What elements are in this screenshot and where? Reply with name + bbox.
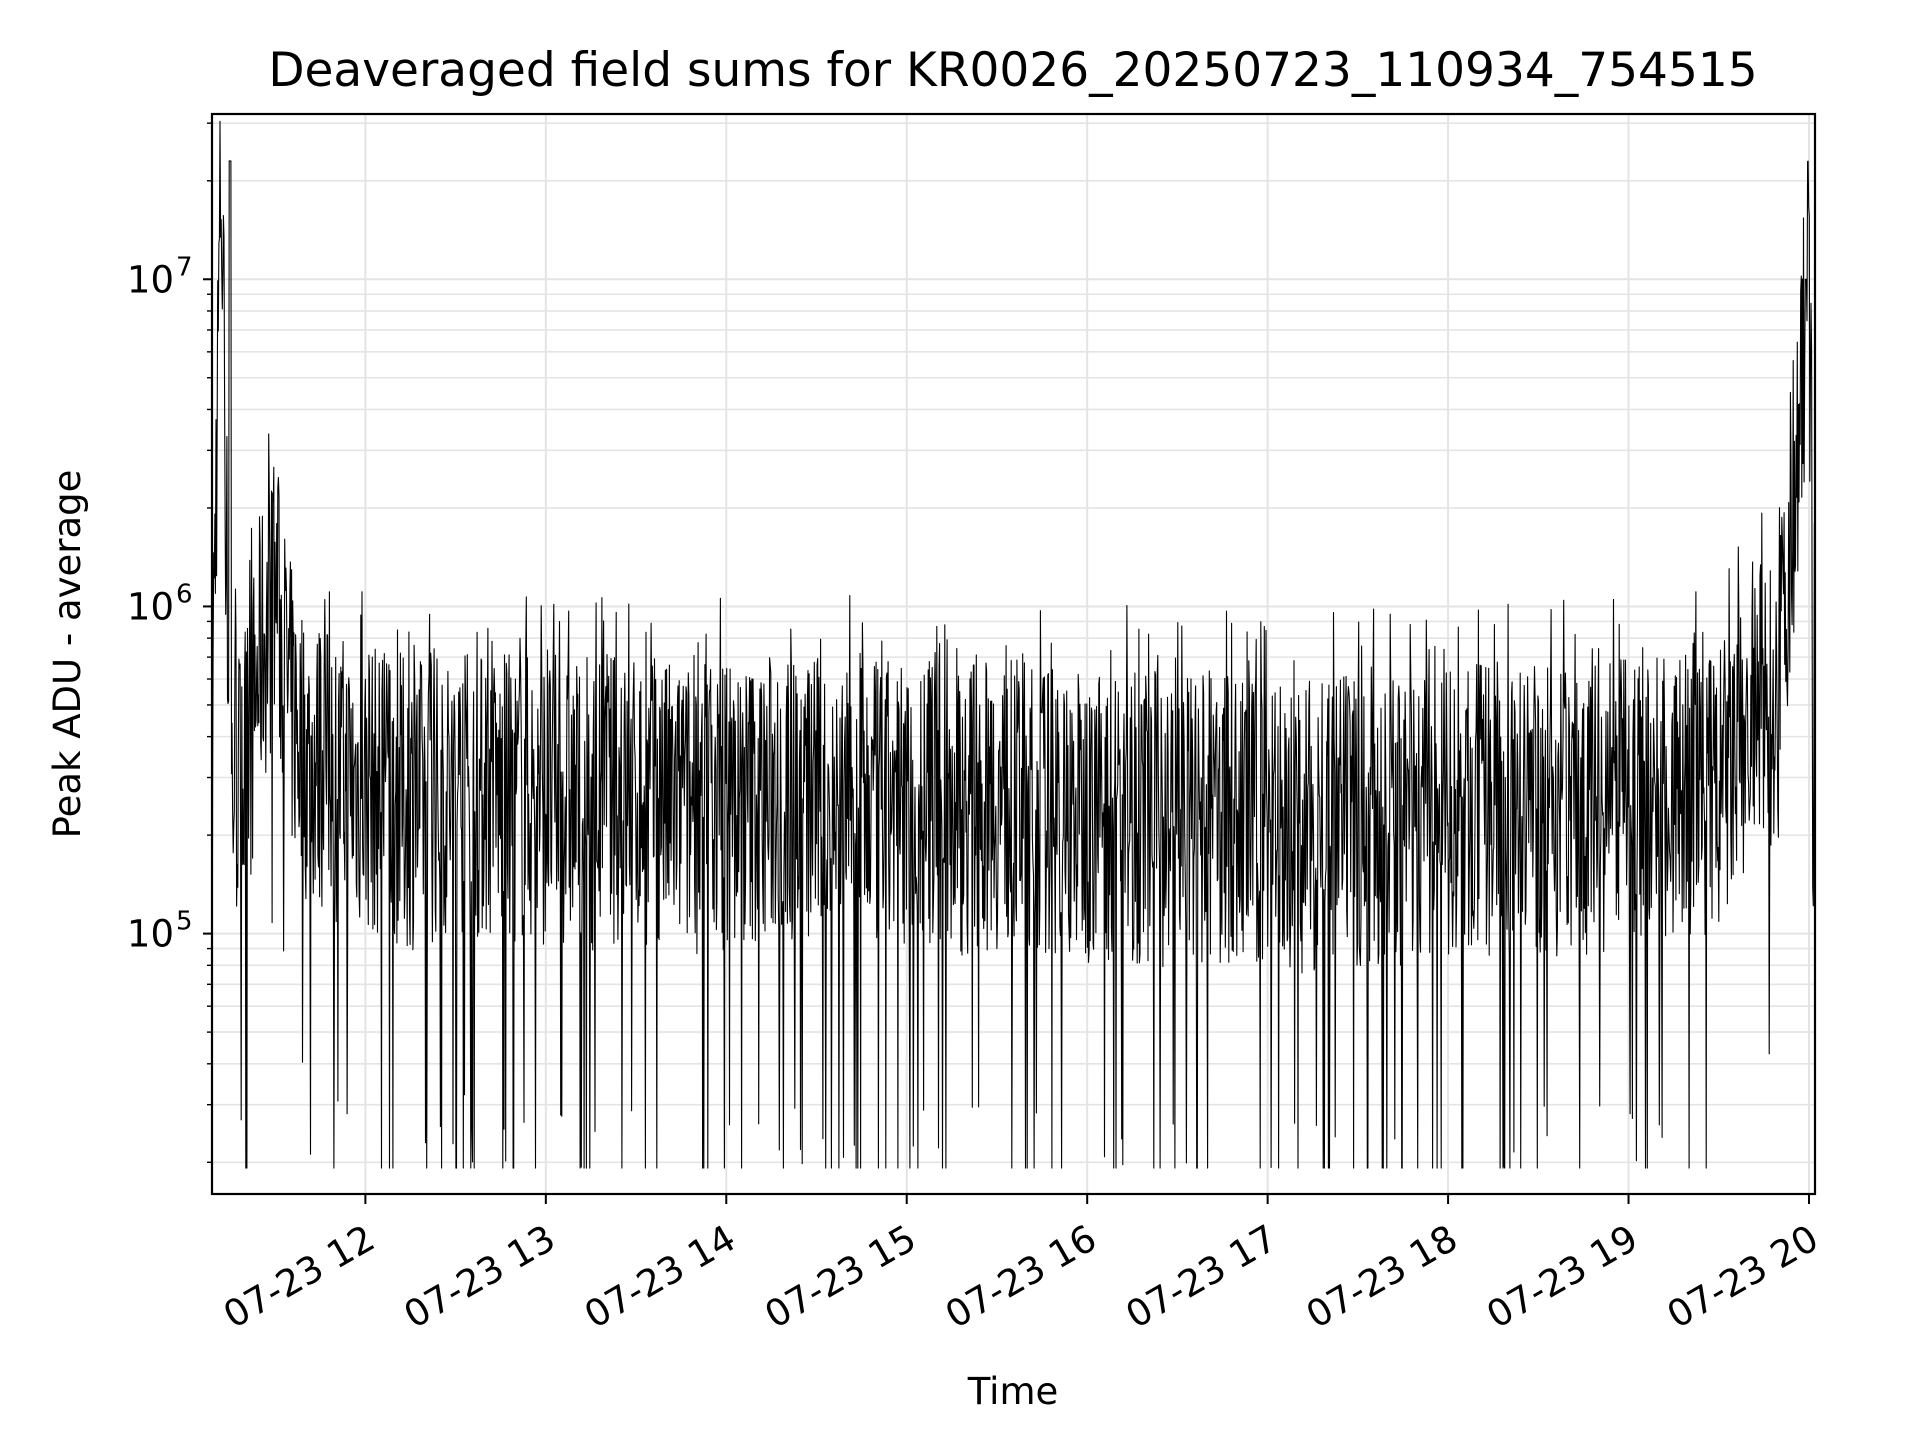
series-layer bbox=[211, 120, 1816, 1169]
y-tick-exponent: 6 bbox=[176, 579, 193, 609]
y-axis-label: Peak ADU - average bbox=[46, 470, 89, 839]
y-tick-label: 10 bbox=[127, 585, 174, 628]
y-tick-label: 10 bbox=[127, 258, 174, 301]
x-axis-label: Time bbox=[967, 1370, 1059, 1413]
series-line bbox=[211, 120, 1816, 1169]
y-tick-label: 10 bbox=[127, 913, 174, 956]
y-tick-exponent: 7 bbox=[176, 252, 193, 282]
y-tick-exponent: 5 bbox=[176, 907, 193, 937]
chart-title: Deaveraged field sums for KR0026_2025072… bbox=[268, 43, 1757, 98]
plot-frame bbox=[210, 112, 1817, 1196]
